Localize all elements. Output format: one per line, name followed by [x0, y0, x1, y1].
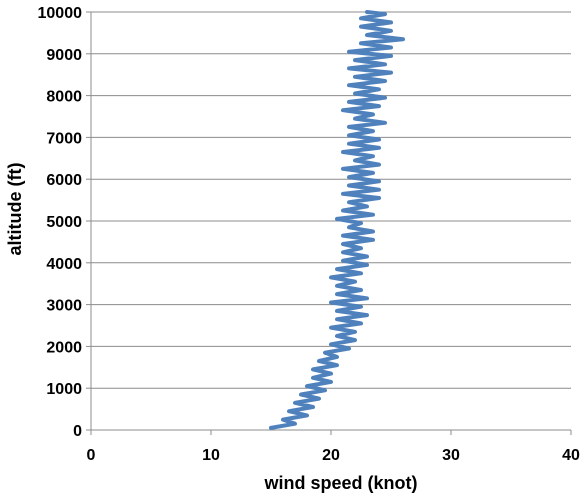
- x-tick-label: 0: [87, 447, 96, 464]
- x-tick-label: 20: [322, 447, 340, 464]
- x-axis-title: wind speed (knot): [264, 473, 418, 493]
- y-tick-label: 7000: [46, 130, 82, 147]
- y-tick-label: 10000: [38, 5, 83, 22]
- y-tick-label: 6000: [46, 172, 82, 189]
- y-tick-label: 3000: [46, 298, 82, 315]
- y-tick-labels: 0 1000 2000 3000 4000 5000 6000 7000 8000 9000 100…: [38, 5, 83, 440]
- series-layer: [269, 10, 405, 430]
- y-axis-title: altitude (ft): [5, 163, 25, 256]
- y-tick-label: 4000: [46, 256, 82, 273]
- axes: [86, 11, 572, 435]
- x-tick-label: 40: [562, 447, 580, 464]
- x-tick-label: 10: [202, 447, 220, 464]
- x-tick-labels: 0 10 20 30 40: [87, 447, 580, 464]
- y-tick-label: 5000: [46, 214, 82, 231]
- y-tick-label: 0: [73, 423, 82, 440]
- y-tick-label: 1000: [46, 381, 82, 398]
- x-tick-label: 30: [442, 447, 460, 464]
- gridlines: [91, 11, 571, 431]
- y-tick-label: 2000: [46, 339, 82, 356]
- y-tick-label: 9000: [46, 47, 82, 64]
- y-tick-label: 8000: [46, 89, 82, 106]
- series-line-0: [269, 10, 405, 430]
